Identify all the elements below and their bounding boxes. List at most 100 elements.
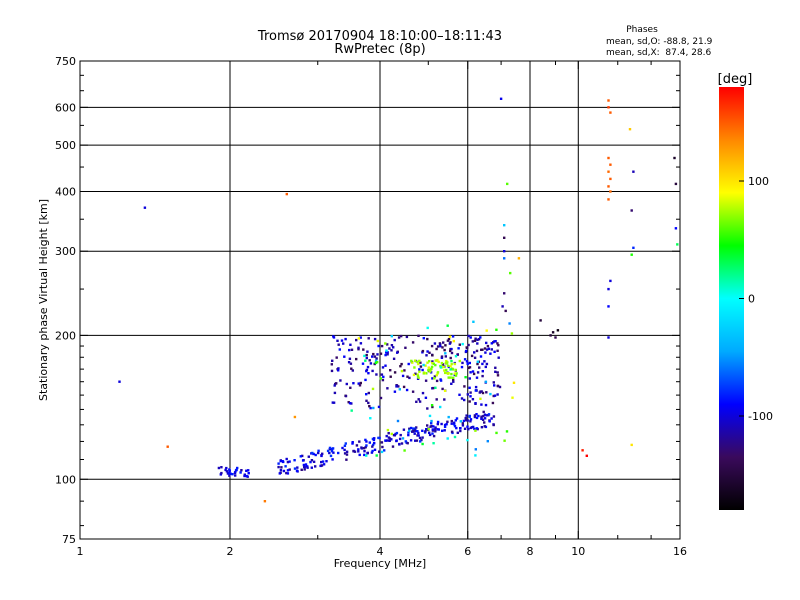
echo-point — [431, 360, 434, 363]
echo-point — [439, 343, 442, 346]
echo-point — [452, 339, 455, 343]
echo-point — [347, 361, 351, 364]
echo-point — [379, 352, 383, 355]
echo-point — [426, 361, 429, 364]
echo-point — [328, 446, 332, 450]
echo-point — [411, 361, 414, 364]
echo-point — [607, 106, 610, 109]
echo-point — [475, 416, 479, 420]
echo-point — [340, 339, 344, 342]
echo-point — [440, 361, 444, 365]
echo-point — [344, 442, 347, 445]
echo-point — [410, 359, 413, 363]
echo-point — [473, 414, 477, 417]
echo-point — [236, 466, 239, 470]
echo-point — [446, 364, 450, 367]
echo-point — [344, 337, 347, 341]
echo-point — [556, 329, 560, 332]
echo-point — [343, 444, 347, 447]
echo-point — [585, 454, 588, 457]
echo-point — [426, 326, 429, 330]
echo-point — [371, 369, 374, 373]
echo-point — [416, 373, 419, 376]
echo-point — [474, 402, 477, 405]
echo-point — [456, 353, 459, 356]
x-axis-label: Frequency [MHz] — [334, 557, 426, 570]
echo-point — [431, 432, 434, 435]
echo-point — [474, 454, 477, 457]
echo-point — [472, 372, 476, 376]
echo-point — [328, 448, 331, 451]
echo-point — [380, 450, 384, 454]
echo-point — [350, 348, 354, 351]
echo-point — [459, 427, 462, 430]
echo-point — [458, 393, 461, 396]
echo-point — [490, 417, 493, 420]
echo-point — [463, 398, 466, 402]
echo-point — [397, 385, 400, 388]
echo-point — [312, 452, 315, 456]
echo-point — [607, 287, 610, 291]
echo-point — [368, 405, 371, 408]
x-tick-label: 16 — [673, 545, 687, 558]
echo-point — [398, 442, 401, 446]
echo-point — [322, 463, 326, 466]
echo-point — [439, 379, 443, 382]
echo-point — [365, 393, 368, 396]
echo-point — [454, 368, 457, 372]
echo-point — [390, 432, 393, 436]
echo-point — [365, 454, 368, 457]
echo-point — [430, 367, 433, 370]
echo-point — [503, 257, 506, 260]
echo-point — [421, 436, 424, 439]
echo-point — [427, 369, 430, 372]
echo-point — [434, 426, 437, 429]
echo-point — [247, 469, 250, 472]
echo-point — [407, 362, 410, 366]
echo-point — [474, 337, 477, 340]
echo-point — [424, 430, 427, 433]
echo-point — [390, 438, 393, 441]
echo-point — [433, 342, 437, 345]
echo-point — [431, 377, 434, 380]
echo-point — [430, 404, 434, 407]
echo-point — [468, 400, 471, 403]
echo-point — [460, 397, 464, 400]
echo-point — [373, 448, 377, 451]
echo-point — [378, 450, 381, 453]
echo-point — [377, 344, 380, 348]
echo-point — [674, 182, 678, 186]
colorbar-ticks: 100 0 -100 — [739, 175, 773, 423]
echo-point — [491, 401, 495, 405]
echo-point — [377, 405, 381, 409]
echo-point — [406, 442, 409, 445]
echo-point — [333, 391, 337, 395]
echo-point — [421, 442, 424, 446]
echo-point — [482, 414, 485, 418]
echo-point — [493, 350, 496, 353]
echo-point — [348, 348, 351, 352]
echo-point — [355, 357, 358, 361]
colorbar-label: [deg] — [718, 72, 753, 87]
echo-point — [445, 359, 448, 363]
echo-point — [509, 271, 512, 275]
echo-point — [459, 429, 462, 433]
echo-point — [450, 430, 454, 433]
echo-point — [234, 474, 237, 477]
echo-point — [479, 336, 482, 339]
echo-point — [469, 371, 472, 374]
echo-point — [469, 391, 472, 394]
echo-point — [320, 454, 323, 458]
echo-point — [166, 445, 169, 448]
echo-point — [457, 347, 460, 350]
echo-point — [118, 380, 121, 383]
echo-point — [462, 419, 466, 423]
echo-point — [371, 443, 375, 447]
echo-point — [449, 356, 452, 360]
echo-point — [428, 414, 432, 418]
echo-point — [368, 441, 371, 444]
echo-point — [286, 469, 290, 472]
echo-point — [371, 449, 374, 453]
echo-point — [372, 352, 375, 356]
echo-point — [376, 361, 379, 364]
